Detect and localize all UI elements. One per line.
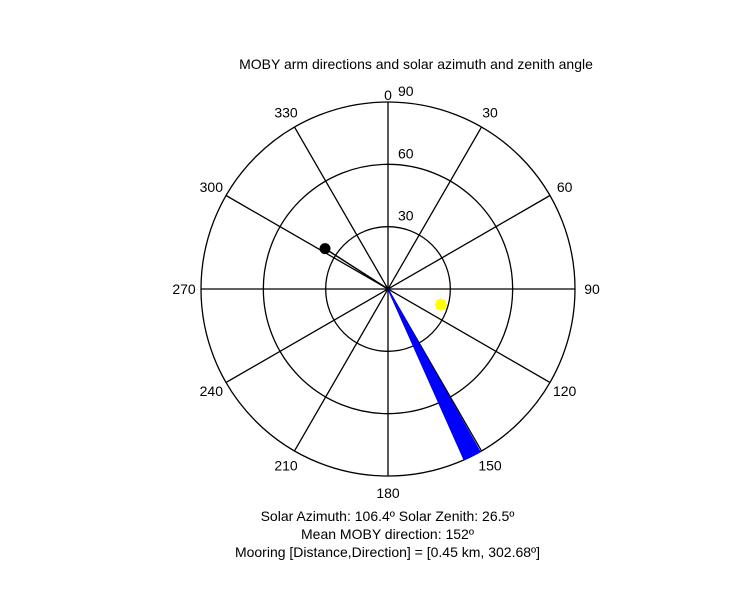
angle-label-240: 240: [200, 383, 224, 399]
angle-label-210: 210: [274, 458, 298, 474]
angle-label-30: 30: [482, 104, 498, 120]
angle-label-60: 60: [557, 179, 573, 195]
angle-label-150: 150: [478, 458, 502, 474]
arm-direction-line-11: [387, 288, 465, 461]
angle-label-330: 330: [274, 104, 298, 120]
angle-label-180: 180: [376, 485, 400, 501]
radius-label-90: 90: [398, 83, 414, 99]
radius-label-30: 30: [398, 208, 414, 224]
angle-label-0: 0: [384, 87, 392, 103]
mooring-marker: [319, 243, 331, 255]
angle-label-120: 120: [553, 383, 577, 399]
sun-ray-3: [436, 299, 446, 310]
mean-direction-caption: Mean MOBY direction: 152º: [301, 526, 474, 542]
radius-label-60: 60: [398, 145, 414, 161]
mooring-caption: Mooring [Distance,Direction] = [0.45 km,…: [234, 544, 541, 560]
angle-label-90: 90: [584, 281, 600, 297]
mooring-line: [324, 247, 389, 290]
markers: [319, 243, 447, 311]
chart-title: MOBY arm directions and solar azimuth an…: [239, 56, 593, 72]
moby-arm-directions: [387, 288, 481, 461]
angle-label-300: 300: [200, 179, 224, 195]
angle-label-270: 270: [172, 281, 196, 297]
tick-labels: 0 30 60 90 120 150 180 210 240 270 300 330 30 60 90: [172, 83, 600, 501]
solar-angles-caption: Solar Azimuth: 106.4º Solar Zenith: 26.5…: [260, 508, 515, 524]
